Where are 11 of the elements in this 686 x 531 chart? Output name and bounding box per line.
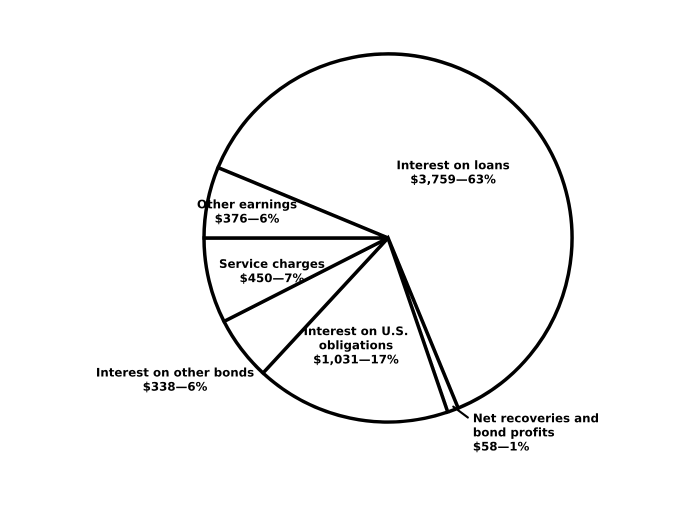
slice-label: Service charges xyxy=(220,258,324,270)
slice-label: Interest on loans xyxy=(398,160,510,170)
data-label: $376—6% xyxy=(216,214,279,224)
data-label: $450—7% xyxy=(240,273,304,284)
data-label: $3,759—63% xyxy=(411,174,496,186)
slice-label: Interest on other bonds xyxy=(97,368,254,377)
slice-label: Net recoveries and bond profits xyxy=(474,413,598,439)
data-label: $58—1% xyxy=(474,442,529,452)
data-label: $1,031—17% xyxy=(314,354,398,366)
slice-label: Interest on U.S. obligations xyxy=(304,326,408,352)
data-label: $338—6% xyxy=(144,382,208,392)
